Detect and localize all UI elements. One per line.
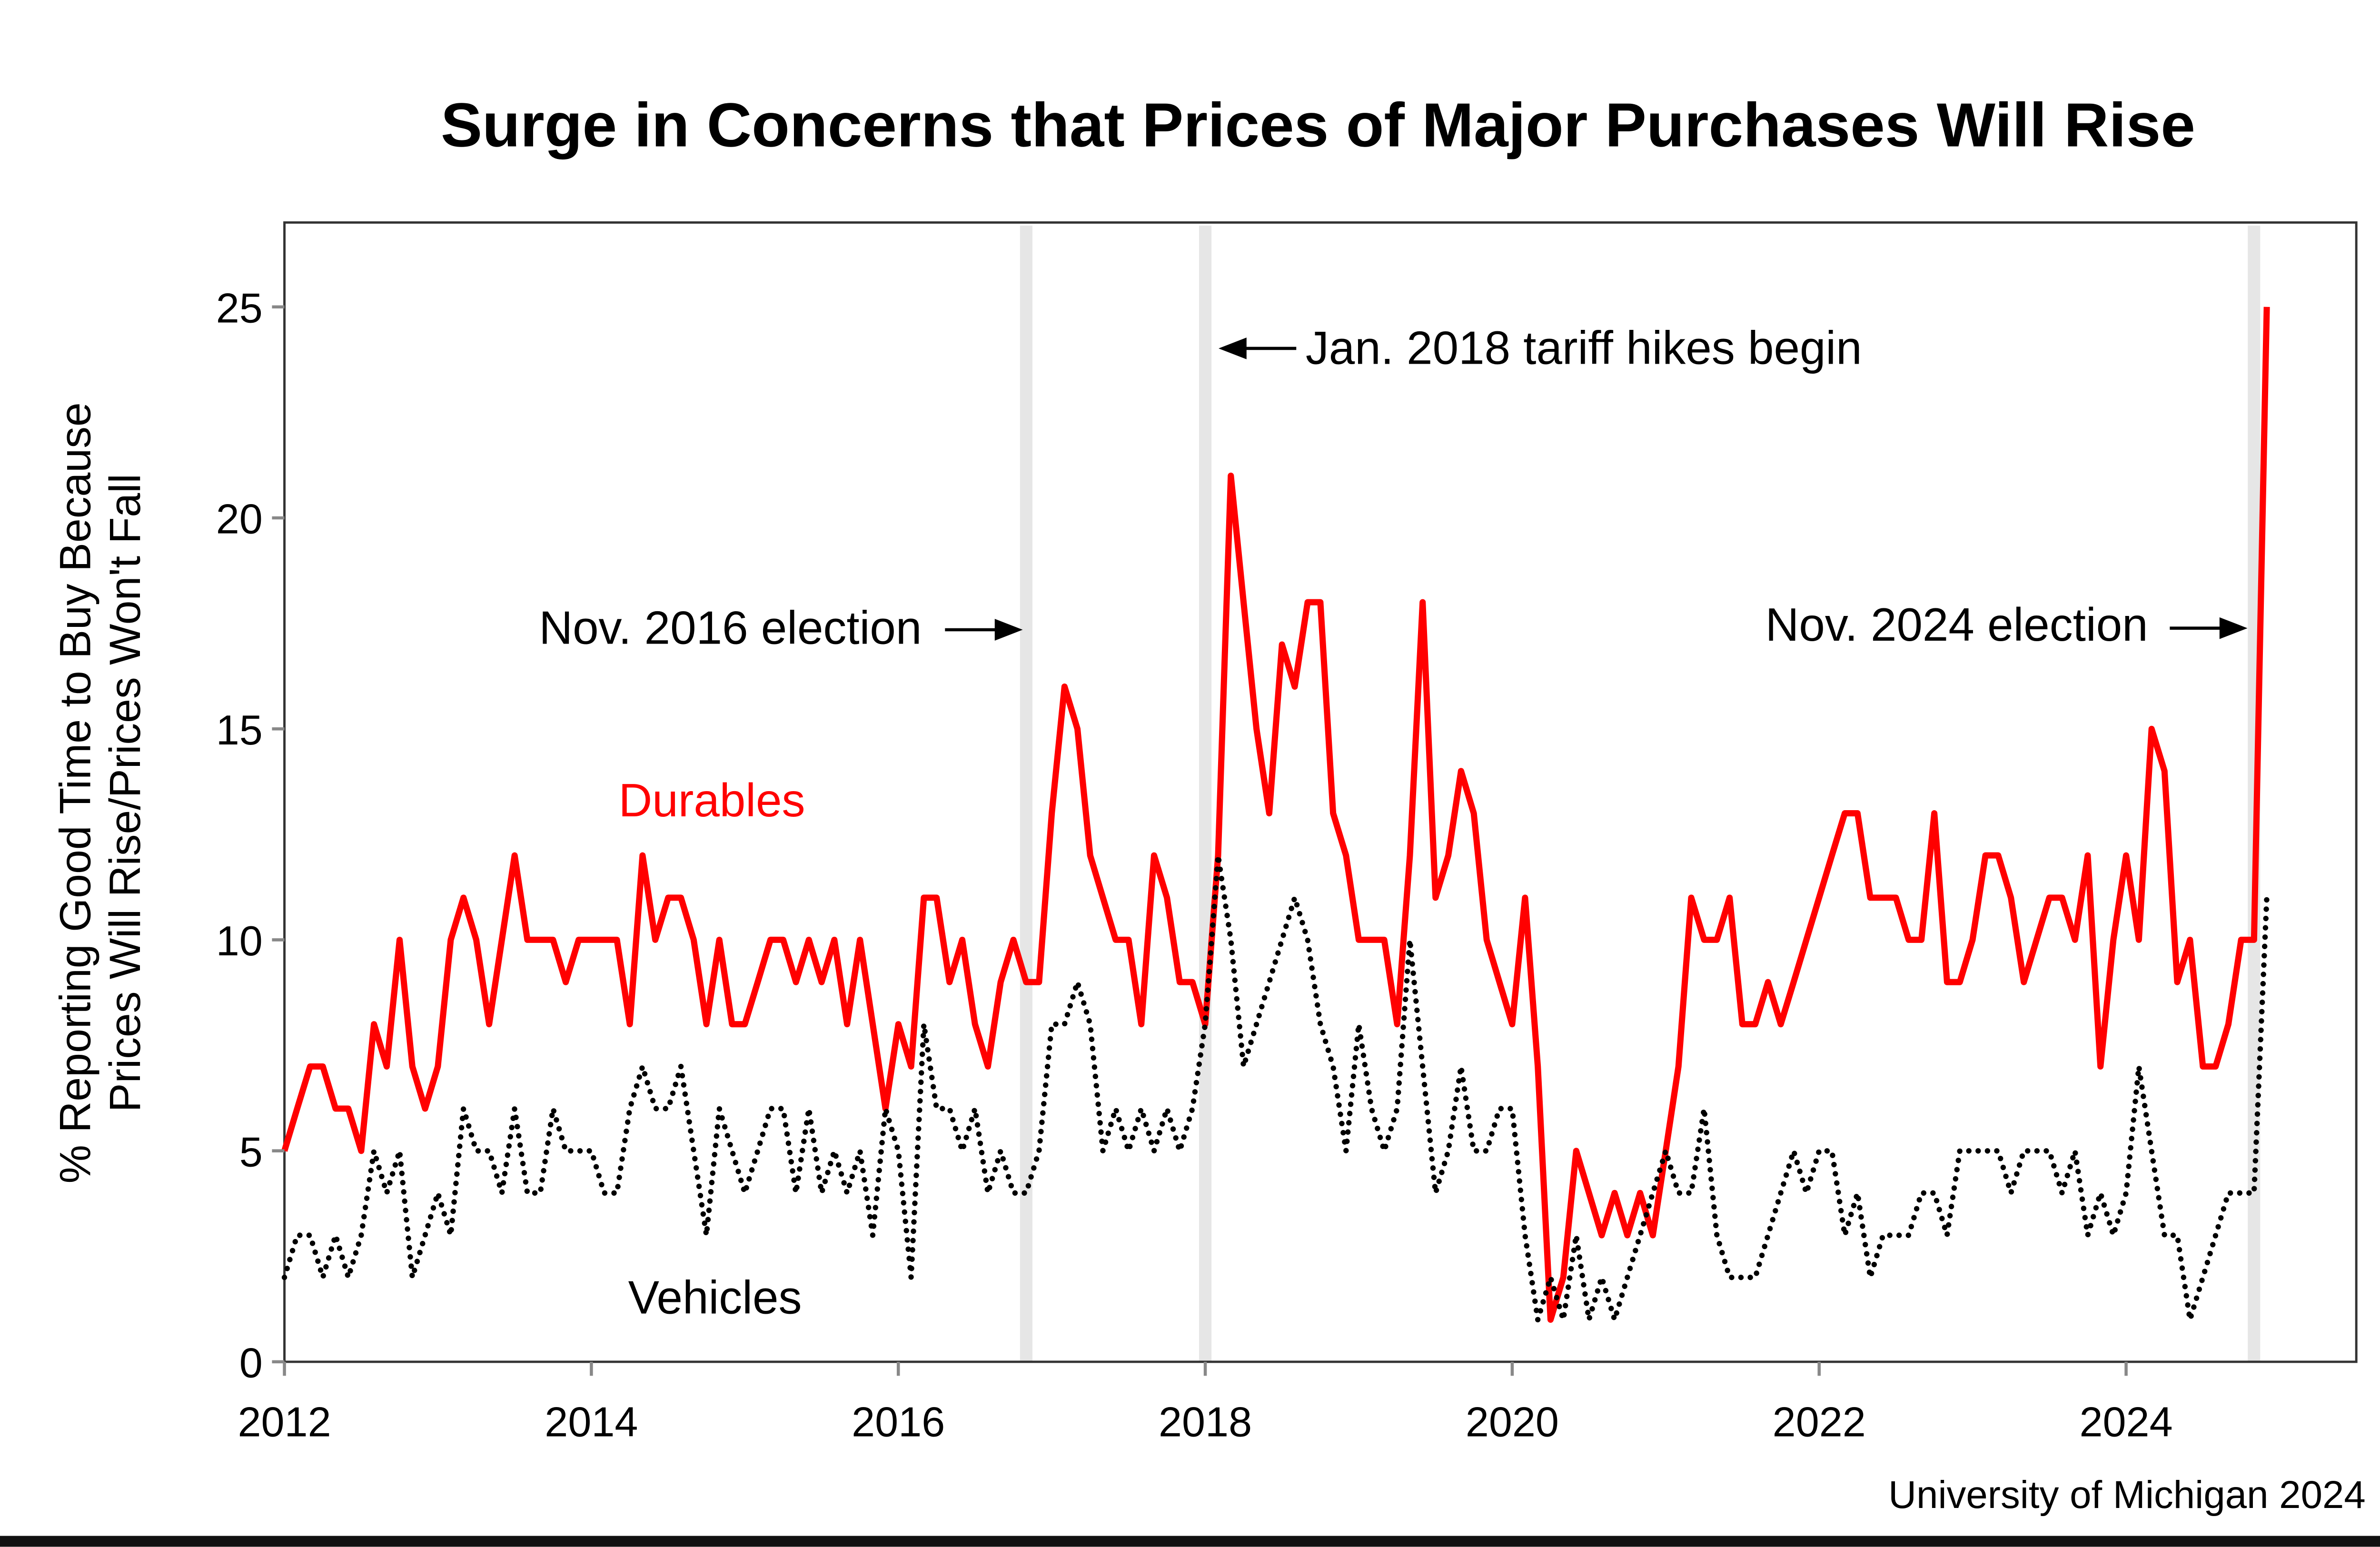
- x-tick-label-4: 2020: [1466, 1398, 1559, 1446]
- event-band-1: [1199, 225, 1212, 1362]
- series-group: [281, 307, 2270, 1323]
- x-tick-label-5: 2022: [1773, 1398, 1866, 1446]
- y-tick-label-5: 25: [216, 284, 263, 331]
- y-tick-label-4: 20: [216, 496, 263, 543]
- source-note: University of Michigan 2024: [1888, 1473, 2366, 1517]
- y-axis-label-line1: % Reporting Good Time to Buy Because: [51, 402, 99, 1183]
- annotation-nov-2016: Nov. 2016 election: [539, 601, 922, 654]
- arrow-nov-2024: [2170, 617, 2248, 639]
- arrow-jan-2018: [1219, 337, 1297, 359]
- bottom-border: [0, 1536, 2380, 1547]
- series-line-vehicles: [281, 853, 2270, 1323]
- y-tick-label-1: 5: [239, 1128, 263, 1175]
- x-tick-label-0: 2012: [238, 1398, 331, 1446]
- vehicles-label: Vehicles: [628, 1271, 802, 1324]
- y-tick-label-2: 10: [216, 917, 263, 964]
- x-tick-label-3: 2018: [1159, 1398, 1252, 1446]
- y-axis-label-line2: Prices Will Rise/Prices Won't Fall: [101, 474, 149, 1112]
- y-tick-label-0: 0: [239, 1339, 263, 1387]
- annotation-nov-2024: Nov. 2024 election: [1765, 598, 2148, 651]
- plot-frame: [283, 221, 2358, 1363]
- x-tick-label-1: 2014: [545, 1398, 638, 1446]
- series-line-durables: [281, 307, 2270, 1323]
- chart-title: Surge in Concerns that Prices of Major P…: [441, 90, 2195, 159]
- annotation-jan-2018: Jan. 2018 tariff hikes begin: [1306, 322, 1862, 374]
- x-tick-label-6: 2024: [2080, 1398, 2173, 1446]
- event-band-0: [1020, 225, 1032, 1362]
- arrow-nov-2016: [945, 619, 1023, 641]
- durables-label: Durables: [619, 774, 805, 826]
- axes: 0 5 10 15 20 25 2012 2014 2016 2018 2020 2022 2024: [216, 284, 2173, 1445]
- x-tick-label-2: 2016: [852, 1398, 945, 1446]
- y-axis-label: % Reporting Good Time to Buy Because Pri…: [51, 402, 149, 1183]
- y-tick-label-3: 15: [216, 706, 263, 754]
